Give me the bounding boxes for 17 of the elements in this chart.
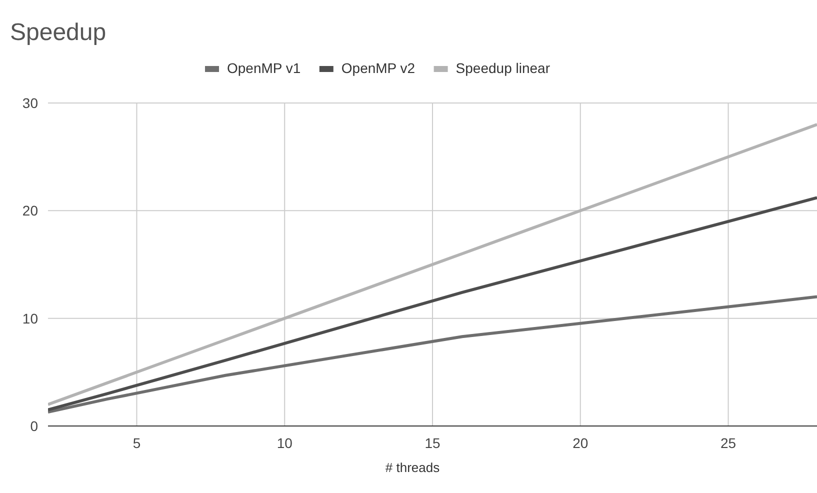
legend-label: OpenMP v1 <box>227 60 301 76</box>
x-tick-label: 10 <box>276 435 293 451</box>
y-tick-label: 20 <box>22 202 38 219</box>
line-series <box>48 123 817 406</box>
y-tick-label: 30 <box>22 95 38 111</box>
line-series <box>48 196 817 412</box>
x-tick-label: 20 <box>572 435 588 451</box>
x-tick-label: 5 <box>132 435 141 451</box>
line-series <box>48 295 817 414</box>
y-tick-label: 10 <box>22 310 38 326</box>
legend-label: OpenMP v2 <box>341 60 416 76</box>
x-tick-label: 25 <box>720 435 736 451</box>
legend-label: Speedup linear <box>456 60 550 76</box>
x-tick-label: 15 <box>424 435 440 451</box>
x-axis-title: # threads <box>385 460 440 475</box>
y-tick-label: 0 <box>30 418 38 434</box>
chart-title: Speedup <box>10 19 106 46</box>
